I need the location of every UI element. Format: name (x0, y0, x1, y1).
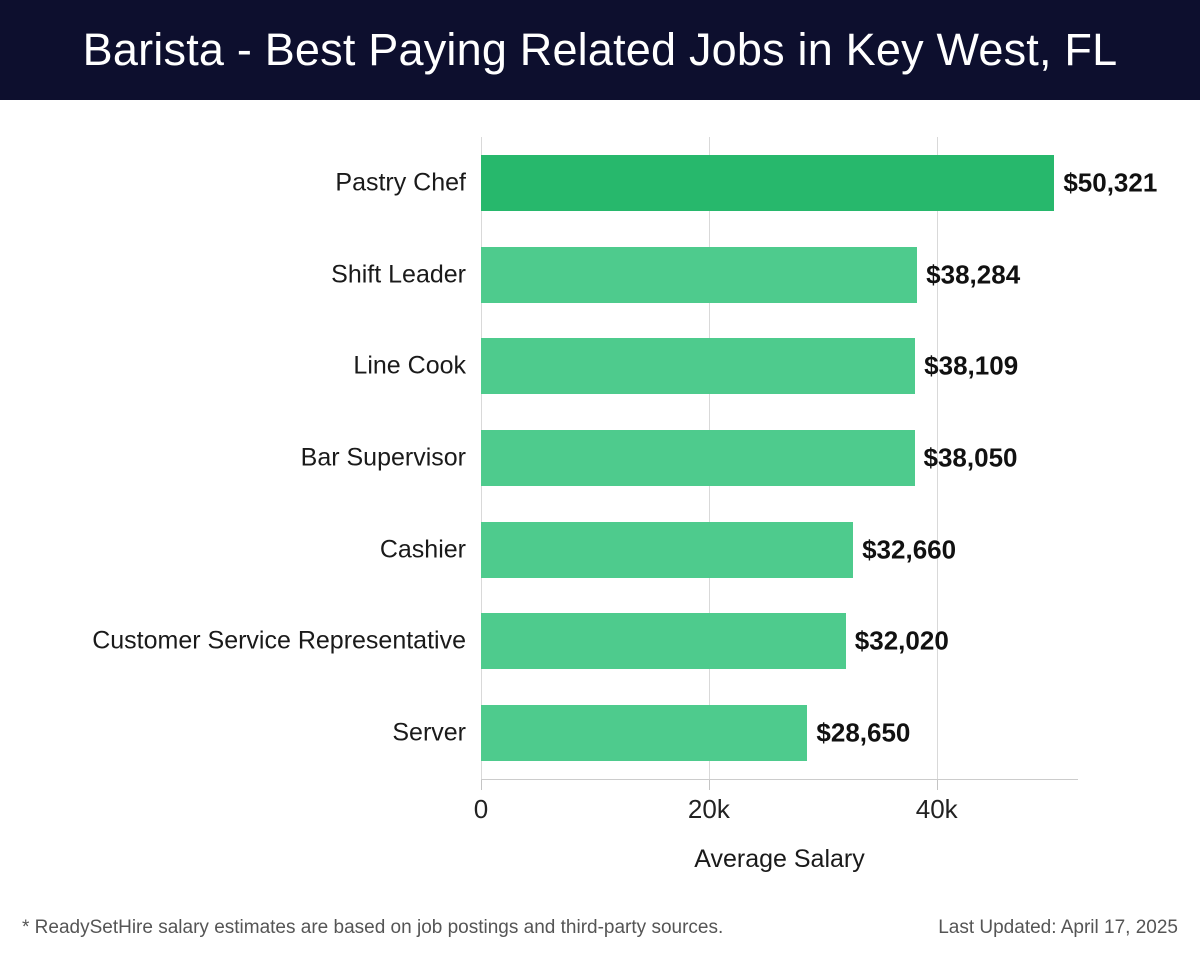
bar[interactable] (481, 246, 918, 303)
bar-row[interactable]: $28,650 (481, 705, 1078, 762)
category-label-wrap: Pastry Chef (0, 155, 466, 211)
category-label-wrap: Server (0, 705, 466, 761)
category-label: Shift Leader (331, 260, 466, 289)
bar-value-label: $32,660 (862, 534, 957, 565)
footer: * ReadySetHire salary estimates are base… (0, 905, 1200, 958)
bar[interactable] (481, 338, 916, 395)
category-label: Server (392, 718, 466, 747)
bar[interactable] (481, 154, 1055, 211)
footer-disclaimer: * ReadySetHire salary estimates are base… (22, 917, 724, 938)
x-axis-title: Average Salary (694, 845, 865, 873)
x-axis-tick (936, 780, 938, 790)
x-axis-tick (708, 780, 710, 790)
bar-value-label: $38,284 (926, 259, 1021, 290)
category-label: Bar Supervisor (300, 443, 466, 472)
category-label: Line Cook (353, 351, 466, 380)
page-title: Barista - Best Paying Related Jobs in Ke… (82, 24, 1118, 75)
bar-value-label: $50,321 (1063, 167, 1158, 198)
bar-row[interactable]: $38,050 (481, 430, 1078, 486)
plot-area: 0 20k 40k $50,321 $38,284 $38,109 $38,050 $32,6… (474, 137, 1157, 824)
x-axis-tick (481, 780, 482, 790)
bar[interactable] (481, 430, 915, 486)
x-axis-tick-label: 40k (915, 794, 958, 824)
bar-value-label: $28,650 (816, 717, 911, 748)
category-label-wrap: Cashier (0, 522, 466, 578)
category-label-wrap: Shift Leader (0, 247, 466, 303)
category-label-wrap: Bar Supervisor (0, 430, 466, 486)
bar[interactable] (481, 613, 846, 670)
bar-value-label: $38,109 (924, 350, 1019, 381)
bar-row[interactable]: $50,321 (481, 154, 1157, 211)
category-label: Pastry Chef (335, 168, 466, 197)
x-axis-tick-label: 20k (687, 794, 730, 824)
bar[interactable] (481, 521, 854, 578)
footer-last-updated: Last Updated: April 17, 2025 (938, 917, 1178, 938)
bar-row[interactable]: $38,109 (481, 338, 1078, 395)
x-axis-line (481, 779, 1078, 780)
header-band: Barista - Best Paying Related Jobs in Ke… (0, 0, 1200, 100)
gridline (936, 137, 938, 779)
bar-value-label: $32,020 (854, 625, 949, 656)
category-label: Customer Service Representative (92, 626, 466, 655)
x-axis-tick-label: 0 (473, 794, 489, 824)
bar-row[interactable]: $32,660 (481, 521, 1078, 578)
category-label: Cashier (379, 535, 466, 564)
chart-area: 0 20k 40k $50,321 $38,284 $38,109 $38,050 $32,6… (0, 100, 1200, 900)
category-label-wrap: Customer Service Representative (0, 613, 466, 669)
bar-row[interactable]: $32,020 (481, 613, 1078, 670)
category-label-wrap: Line Cook (0, 338, 466, 394)
bar-value-label: $38,050 (923, 442, 1018, 473)
bar-row[interactable]: $38,284 (481, 246, 1078, 303)
bar[interactable] (481, 705, 808, 762)
